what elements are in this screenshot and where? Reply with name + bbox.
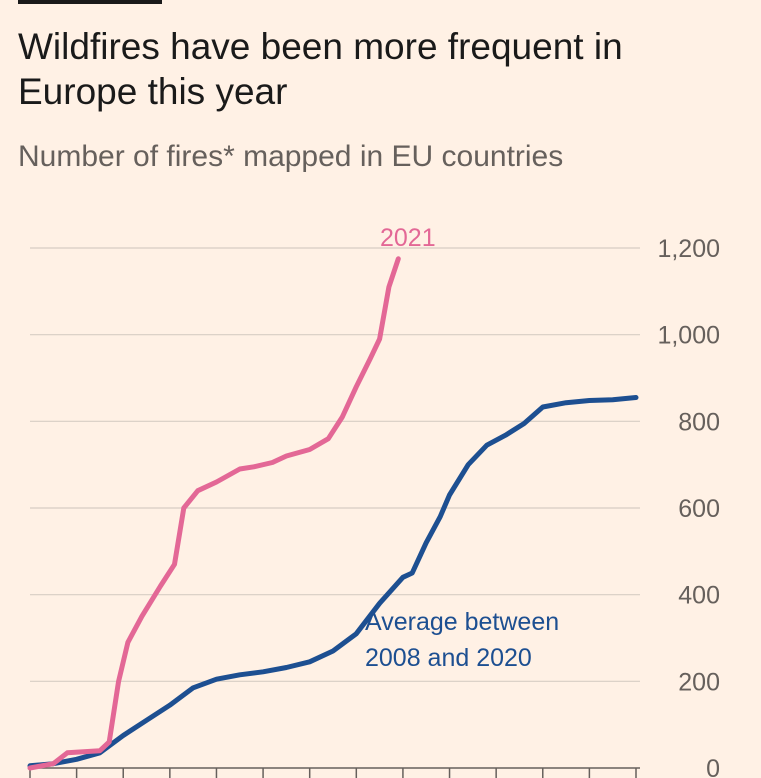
y-tick-label: 0: [706, 755, 720, 778]
top-rule: [18, 0, 162, 4]
y-tick-label: 600: [678, 495, 720, 523]
y-tick-label: 1,200: [657, 235, 720, 263]
chart-title: Wildfires have been more frequent in Eur…: [18, 26, 623, 112]
series-line-2021: [27, 256, 401, 771]
y-axis-ticks: 0 200 400 600 800 1,000 1,200: [657, 235, 720, 778]
grid-lines: [30, 247, 640, 769]
x-axis-ticks: [29, 768, 637, 778]
series-lines: [27, 256, 639, 771]
y-tick-label: 800: [678, 408, 720, 436]
chart-subtitle: Number of fires* mapped in EU countries: [18, 140, 564, 173]
series-label-2021: 2021: [380, 224, 436, 252]
y-tick-label: 400: [678, 582, 720, 610]
y-tick-label: 1,000: [657, 322, 720, 350]
series-line-average: [27, 395, 639, 769]
series-label-average: Average between: [365, 608, 559, 636]
series-labels: 2021 Average between 2008 and 2020: [365, 224, 559, 672]
y-tick-label: 200: [678, 668, 720, 696]
series-label-average: 2008 and 2020: [365, 644, 532, 672]
